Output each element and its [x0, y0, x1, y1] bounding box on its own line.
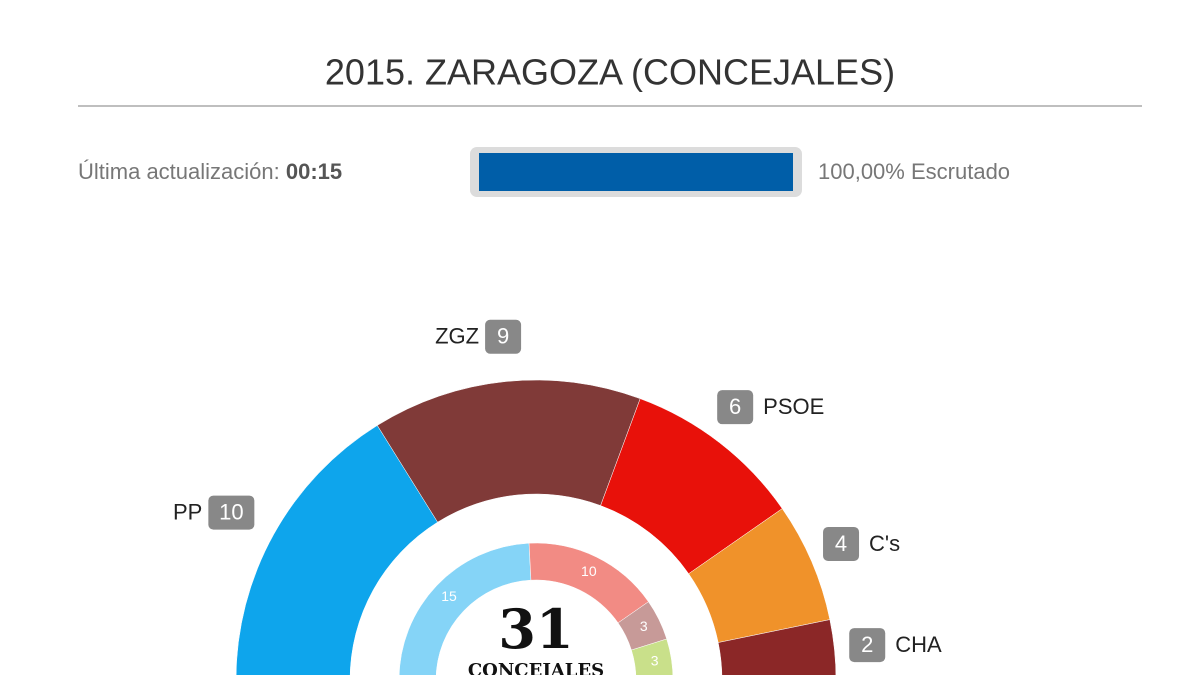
party-label: ZGZ [435, 324, 479, 349]
chart-title: 2015. ZARAGOZA (CONCEJALES) [325, 52, 895, 93]
value-label: 10 [219, 499, 243, 524]
segment [717, 619, 837, 675]
value-badge [849, 628, 886, 663]
segment [631, 638, 674, 675]
party-label: CHA [895, 632, 942, 657]
total-label: CONCEJALES [468, 660, 604, 675]
party-label: PP [173, 499, 202, 524]
value-badge [208, 495, 255, 530]
party-label: C's [869, 531, 900, 556]
value-label: 6 [729, 394, 741, 419]
value-badge [485, 319, 522, 354]
inner-value-label: 3 [651, 653, 659, 669]
value-label: 9 [497, 324, 509, 349]
segment [376, 379, 641, 523]
update-text: Última actualización: 00:15 [78, 159, 342, 184]
inner-value-label: 3 [640, 618, 648, 634]
value-badge [717, 390, 754, 425]
total: 31 [498, 597, 573, 661]
segment [235, 425, 438, 675]
progress-text: 100,00% Escrutado [818, 159, 1010, 184]
inner-value-label: 10 [581, 563, 597, 579]
value-label: 2 [861, 632, 873, 657]
update-time: 00:15 [286, 159, 342, 184]
value-badge [823, 526, 860, 561]
party-label: PSOE [763, 394, 824, 419]
inner-value-label: 15 [441, 588, 457, 604]
progress-caption: Escrutado [911, 159, 1010, 184]
progress-label: 100,00% [818, 159, 905, 184]
update-label: Última actualización: [78, 159, 280, 184]
progress-bar [479, 153, 793, 191]
value-label: 4 [835, 531, 847, 556]
